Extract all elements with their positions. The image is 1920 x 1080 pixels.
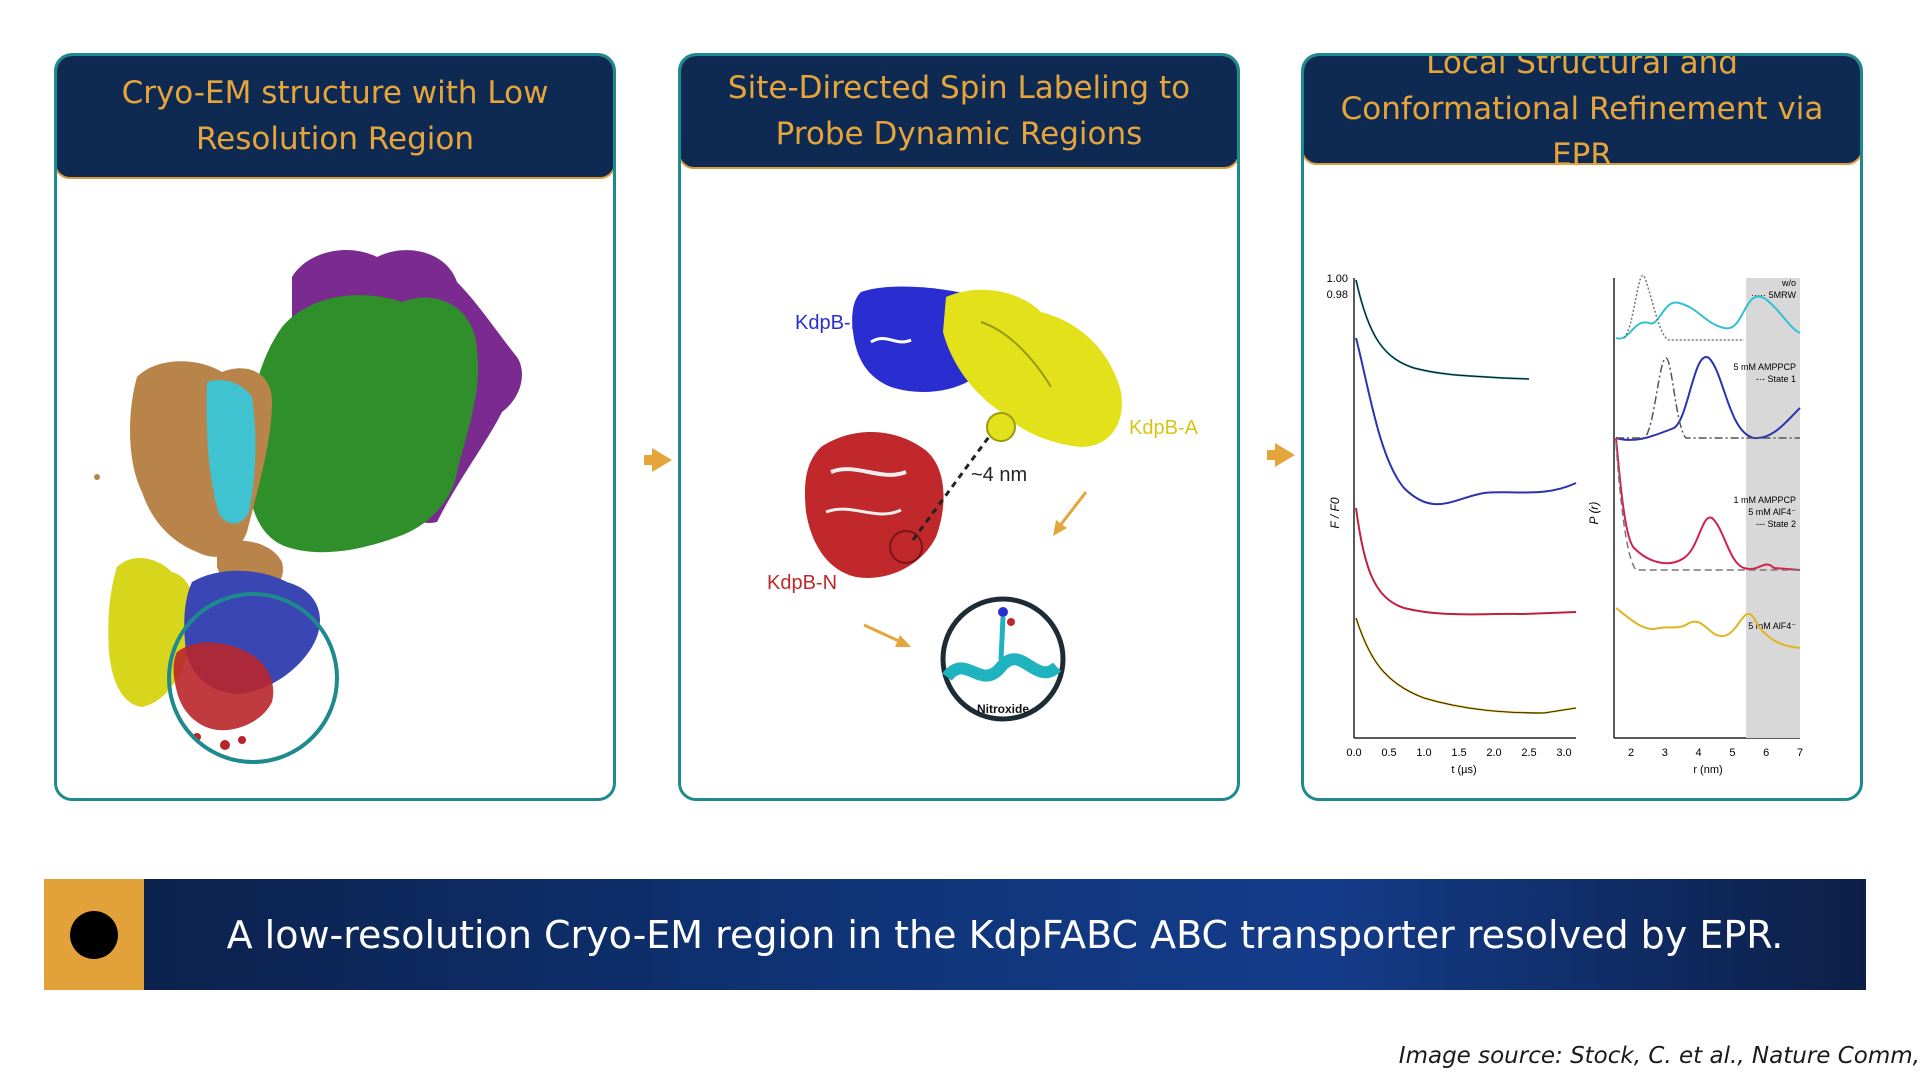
nitroxide-label: Nitroxide [977, 702, 1029, 716]
right-xticks: 2 3 4 5 6 7 [1628, 747, 1803, 759]
cryo-em-panel-title: Cryo-EM structure with Low Resolution Re… [57, 56, 613, 179]
left-xtick-label: 3.0 [1556, 747, 1571, 759]
cryo-em-density-map [94, 249, 522, 764]
right-legend-text: 5 mM AMPPCP [1733, 362, 1796, 372]
flow-arrow-1 [644, 448, 672, 472]
right-xtick-label: 7 [1797, 747, 1803, 759]
left-xtick-label: 0.5 [1381, 747, 1396, 759]
right-legend-text: 1 mM AMPPCP [1733, 495, 1796, 505]
distance-label: ~4 nm [971, 464, 1027, 486]
epr-panel: Local Structural and Conformational Refi… [1301, 53, 1863, 801]
right-legend-text: ····· 5MRW [1751, 290, 1796, 300]
banner-accent [44, 879, 144, 990]
spin-labeling-panel: Site-Directed Spin Labeling to Probe Dyn… [678, 53, 1240, 801]
banner-text: A low-resolution Cryo-EM region in the K… [226, 912, 1784, 957]
right-legend-text: 5 mM AlF4⁻ [1748, 507, 1796, 517]
cryo-em-panel: Cryo-EM structure with Low Resolution Re… [54, 53, 616, 801]
epr-plots: 1.00 0.98 F / F0 0.0 0.5 1.0 1.5 2.0 2.5 3.0 t… [1304, 168, 1860, 798]
left-xtick-label: 1.0 [1416, 747, 1431, 759]
protein-structure-image: KdpB-P KdpB-A KdpB-N ~4 nm Nitroxide [681, 172, 1237, 798]
left-xtick-label: 0.0 [1346, 747, 1361, 759]
left-ytick-top: 1.00 [1327, 273, 1348, 285]
right-xtick-label: 3 [1662, 747, 1668, 759]
flow-arrow-2 [1267, 443, 1295, 467]
left-xtick-label: 2.0 [1486, 747, 1501, 759]
right-xlabel: r (nm) [1693, 764, 1722, 776]
right-legend-text: 5 mM AlF4⁻ [1748, 621, 1796, 631]
right-legends: w/o ····· 5MRW 5 mM AMPPCP -·- State 1 1 mM … [1733, 278, 1796, 631]
kdpb-p-label: KdpB-P [795, 312, 864, 334]
left-ytick-second: 0.98 [1327, 289, 1348, 301]
right-legend-text: w/o [1781, 278, 1796, 288]
cryo-em-map-image [57, 182, 613, 798]
epr-panel-title: Local Structural and Conformational Refi… [1304, 56, 1860, 173]
left-xlabel: t (µs) [1451, 764, 1476, 776]
right-xtick-label: 5 [1729, 747, 1735, 759]
right-xtick-label: 2 [1628, 747, 1634, 759]
summary-banner: A low-resolution Cryo-EM region in the K… [44, 879, 1866, 990]
spin-labeling-panel-title: Site-Directed Spin Labeling to Probe Dyn… [681, 56, 1237, 169]
kdpb-a-label: KdpB-A [1129, 417, 1199, 439]
image-source-caption: Image source: Stock, C. et al., Nature C… [1398, 1043, 1920, 1069]
kdpb-ribbon-diagram: KdpB-P KdpB-A KdpB-N ~4 nm Nitroxide [767, 286, 1199, 722]
right-xtick-label: 4 [1696, 747, 1702, 759]
deer-data-figure: 1.00 0.98 F / F0 0.0 0.5 1.0 1.5 2.0 2.5 3.0 t… [1327, 273, 1803, 776]
left-xtick-label: 1.5 [1451, 747, 1466, 759]
right-xtick-label: 6 [1763, 747, 1769, 759]
left-xtick-label: 2.5 [1521, 747, 1536, 759]
kdpb-n-label: KdpB-N [767, 572, 837, 594]
left-xticks: 0.0 0.5 1.0 1.5 2.0 2.5 3.0 [1346, 747, 1571, 759]
low-resolution-highlight-circle [167, 592, 339, 764]
bullet-icon [70, 911, 118, 959]
left-ylabel: F / F0 [1328, 497, 1342, 528]
right-legend-text: -·- State 1 [1756, 374, 1796, 384]
right-legend-text: --- State 2 [1756, 519, 1796, 529]
right-ylabel: P (r) [1587, 502, 1601, 525]
